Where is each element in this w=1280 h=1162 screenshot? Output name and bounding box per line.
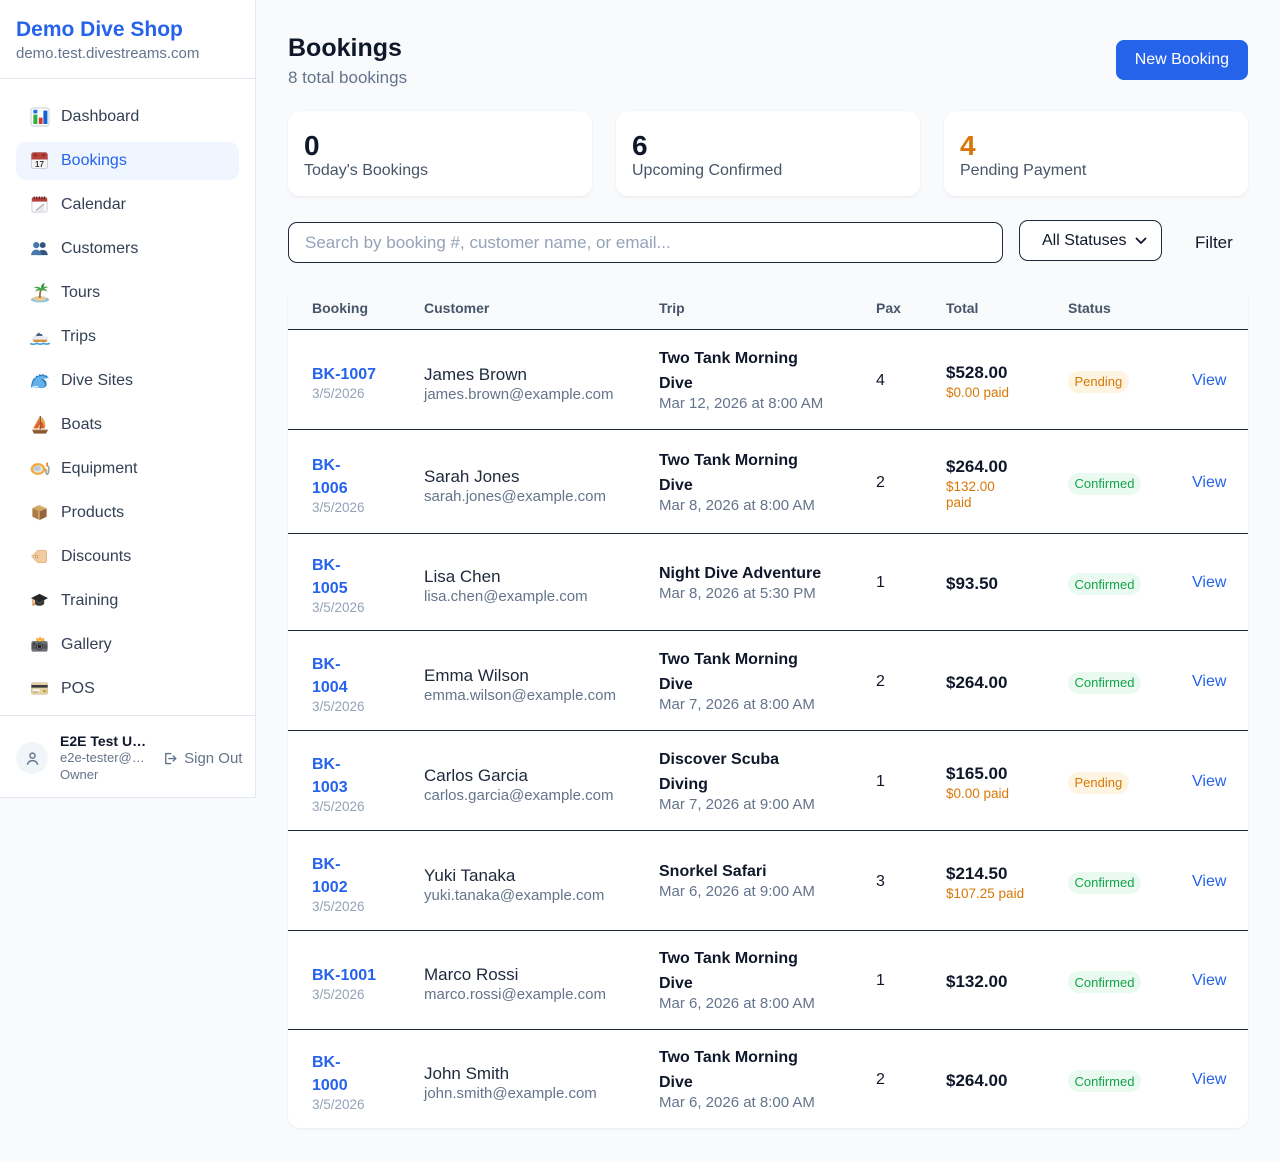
svg-text:17: 17 (35, 160, 44, 169)
